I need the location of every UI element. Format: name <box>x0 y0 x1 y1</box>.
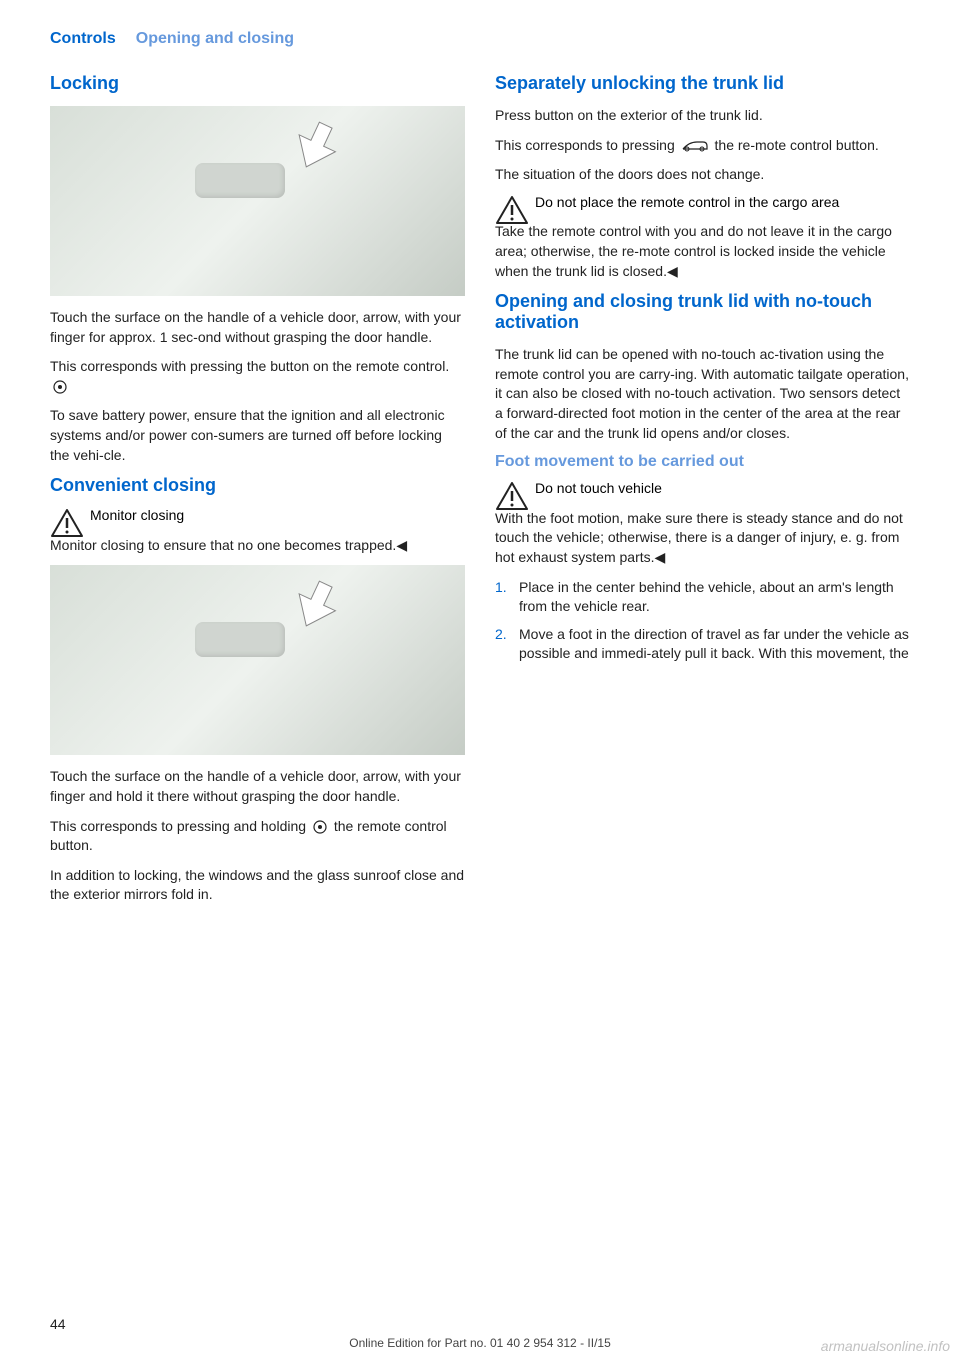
step-1-text: Place in the center behind the vehicle, … <box>519 579 894 615</box>
warning-triangle-icon <box>50 508 84 538</box>
warning-1-title: Monitor closing <box>90 506 465 526</box>
header-section: Controls <box>50 30 116 48</box>
trunk-button-icon <box>681 139 709 153</box>
step-1: 1. Place in the center behind the vehicle… <box>495 578 910 617</box>
heading-locking: Locking <box>50 73 465 94</box>
sep-p2-b: the re‐mote control button. <box>715 137 879 153</box>
locking-paragraph-3: To save battery power, ensure that the i… <box>50 406 465 465</box>
convenient-paragraph-2: This corresponds to pressing and holding… <box>50 817 465 856</box>
warning-1-body: Monitor closing to ensure that no one be… <box>50 536 465 556</box>
page-number: 44 <box>50 1316 66 1332</box>
warning-3-title: Do not touch vehicle <box>535 479 910 499</box>
content-columns: Locking Touch the surface on the handle … <box>50 73 910 915</box>
warning-remote-cargo: Do not place the remote control in the c… <box>495 195 910 213</box>
sep-paragraph-2: This corresponds to pressing the re‐mote… <box>495 136 910 156</box>
footer-edition-text: Online Edition for Part no. 01 40 2 954 … <box>349 1336 611 1350</box>
warning-triangle-icon <box>495 481 529 511</box>
locking-paragraph-2: This corresponds with pressing the butto… <box>50 357 465 396</box>
lock-button-icon <box>52 379 68 395</box>
warning-2-body: Take the remote control with you and do … <box>495 222 910 281</box>
warning-3-body: With the foot motion, make sure there is… <box>495 509 910 568</box>
arrow-down-icon <box>291 121 341 176</box>
conv-p2-a: This corresponds to pressing and holding <box>50 818 306 834</box>
warning-foot-motion: Do not touch vehicle <box>495 481 910 499</box>
step-1-number: 1. <box>495 578 507 598</box>
convenient-paragraph-1: Touch the surface on the handle of a veh… <box>50 767 465 806</box>
right-column: Separately unlocking the trunk lid Press… <box>495 73 910 915</box>
sep-paragraph-3: The situation of the doors does not chan… <box>495 165 910 185</box>
door-handle-image-2 <box>50 565 465 755</box>
heading-separately-unlocking: Separately unlocking the trunk lid <box>495 73 910 94</box>
left-column: Locking Touch the surface on the handle … <box>50 73 465 915</box>
locking-p2-text: This corresponds with pressing the butto… <box>50 358 449 374</box>
header-subsection: Opening and closing <box>136 30 294 48</box>
watermark-text: armanualsonline.info <box>821 1338 950 1354</box>
sep-p2-a: This corresponds to pressing <box>495 137 675 153</box>
page-header: Controls Opening and closing <box>50 30 910 48</box>
arrow-down-icon <box>291 580 341 635</box>
warning-2-title: Do not place the remote control in the c… <box>535 193 910 213</box>
lock-button-icon <box>312 819 328 835</box>
foot-movement-steps: 1. Place in the center behind the vehicle… <box>495 578 910 664</box>
opening-paragraph-1: The trunk lid can be opened with no-touc… <box>495 345 910 443</box>
warning-monitor-closing: Monitor closing <box>50 508 465 526</box>
sep-paragraph-1: Press button on the exterior of the trun… <box>495 106 910 126</box>
heading-convenient-closing: Convenient closing <box>50 475 465 496</box>
step-2-number: 2. <box>495 625 507 645</box>
heading-opening-closing: Opening and closing trunk lid with no-to… <box>495 291 910 333</box>
door-handle-image-1 <box>50 106 465 296</box>
warning-triangle-icon <box>495 195 529 225</box>
locking-paragraph-1: Touch the surface on the handle of a veh… <box>50 308 465 347</box>
manual-page: Controls Opening and closing Locking Tou… <box>0 0 960 1362</box>
step-2: 2. Move a foot in the direction of travel… <box>495 625 910 664</box>
heading-foot-movement: Foot movement to be carried out <box>495 453 910 471</box>
step-2-text: Move a foot in the direction of travel a… <box>519 626 909 662</box>
convenient-paragraph-3: In addition to locking, the windows and … <box>50 866 465 905</box>
